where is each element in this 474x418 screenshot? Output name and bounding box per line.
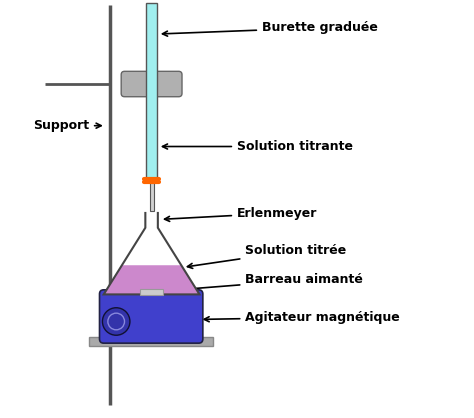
- Text: Solution titrante: Solution titrante: [163, 140, 353, 153]
- FancyBboxPatch shape: [121, 71, 182, 97]
- Text: Solution titrée: Solution titrée: [187, 244, 346, 268]
- Bar: [140, 289, 163, 295]
- FancyBboxPatch shape: [100, 290, 203, 343]
- Text: Agitateur magnétique: Agitateur magnétique: [204, 311, 400, 324]
- Bar: [89, 337, 213, 347]
- Bar: [149, 182, 154, 211]
- Text: Burette graduée: Burette graduée: [163, 21, 378, 36]
- Polygon shape: [104, 265, 200, 294]
- Bar: [146, 3, 157, 182]
- Text: Barreau aimanté: Barreau aimanté: [177, 273, 363, 292]
- Text: Support: Support: [33, 119, 101, 132]
- Circle shape: [102, 308, 130, 335]
- Text: Erlenmeyer: Erlenmeyer: [164, 206, 318, 222]
